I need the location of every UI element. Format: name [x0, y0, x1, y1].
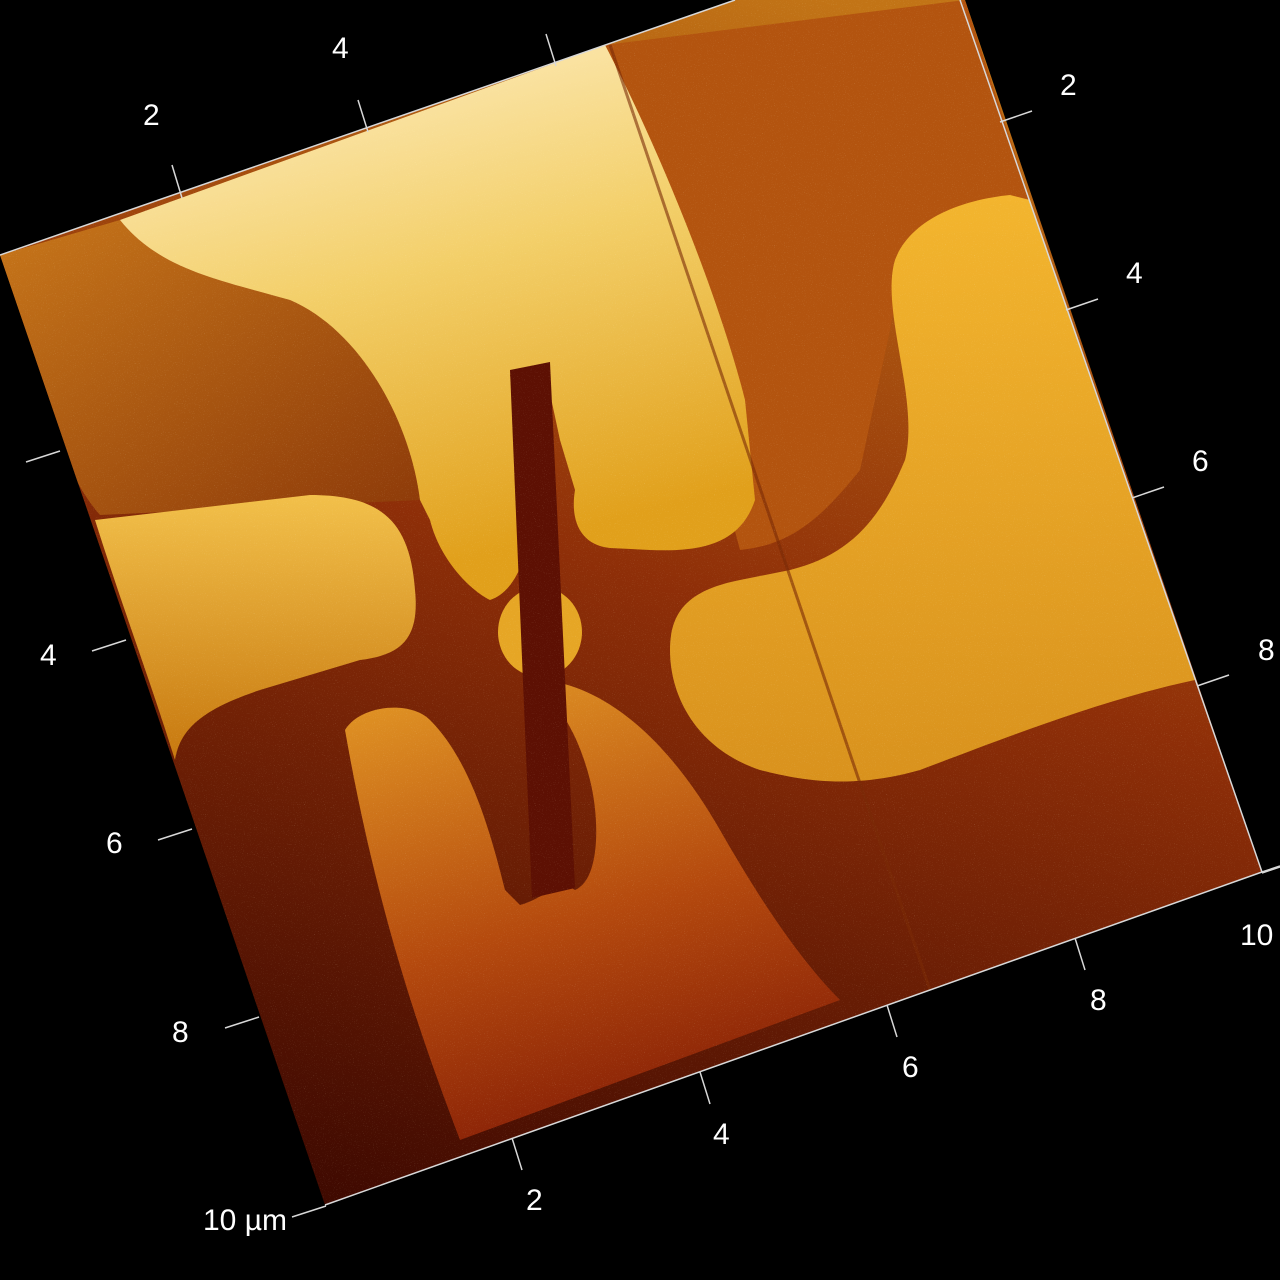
right-tick-label: 6: [1192, 445, 1209, 478]
bottom-tick-label: 8: [1090, 984, 1107, 1017]
left-tick-label: 10 µm: [203, 1204, 287, 1237]
top-axis: 2 4: [143, 32, 557, 199]
left-tick-label: 6: [106, 827, 123, 860]
left-tick-label: 4: [40, 639, 57, 672]
right-tick-label: 4: [1126, 257, 1143, 290]
top-tick-label: 4: [332, 32, 349, 65]
right-tick-label: 2: [1060, 69, 1077, 102]
right-tick-label: 8: [1258, 634, 1275, 667]
right-tick-label: 10: [1240, 919, 1273, 952]
sample-frame: [0, 0, 1280, 1206]
bottom-tick-label: 4: [713, 1118, 730, 1151]
bottom-tick-label: 2: [526, 1184, 543, 1217]
bottom-tick-label: 6: [902, 1051, 919, 1084]
left-tick-label: 8: [172, 1016, 189, 1049]
top-tick-label: 2: [143, 99, 160, 132]
left-axis: 4 6 8 10 µm: [25, 450, 327, 1237]
right-axis: 2 4 6 8 10: [999, 69, 1280, 952]
bottom-axis: 2 4 6 8: [511, 937, 1107, 1217]
